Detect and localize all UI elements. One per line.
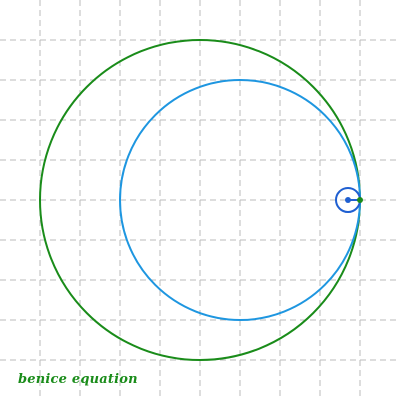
tracing-point-dot: [357, 197, 363, 203]
caption: benice equation: [18, 372, 138, 387]
small-circle-center-dot: [345, 197, 351, 203]
